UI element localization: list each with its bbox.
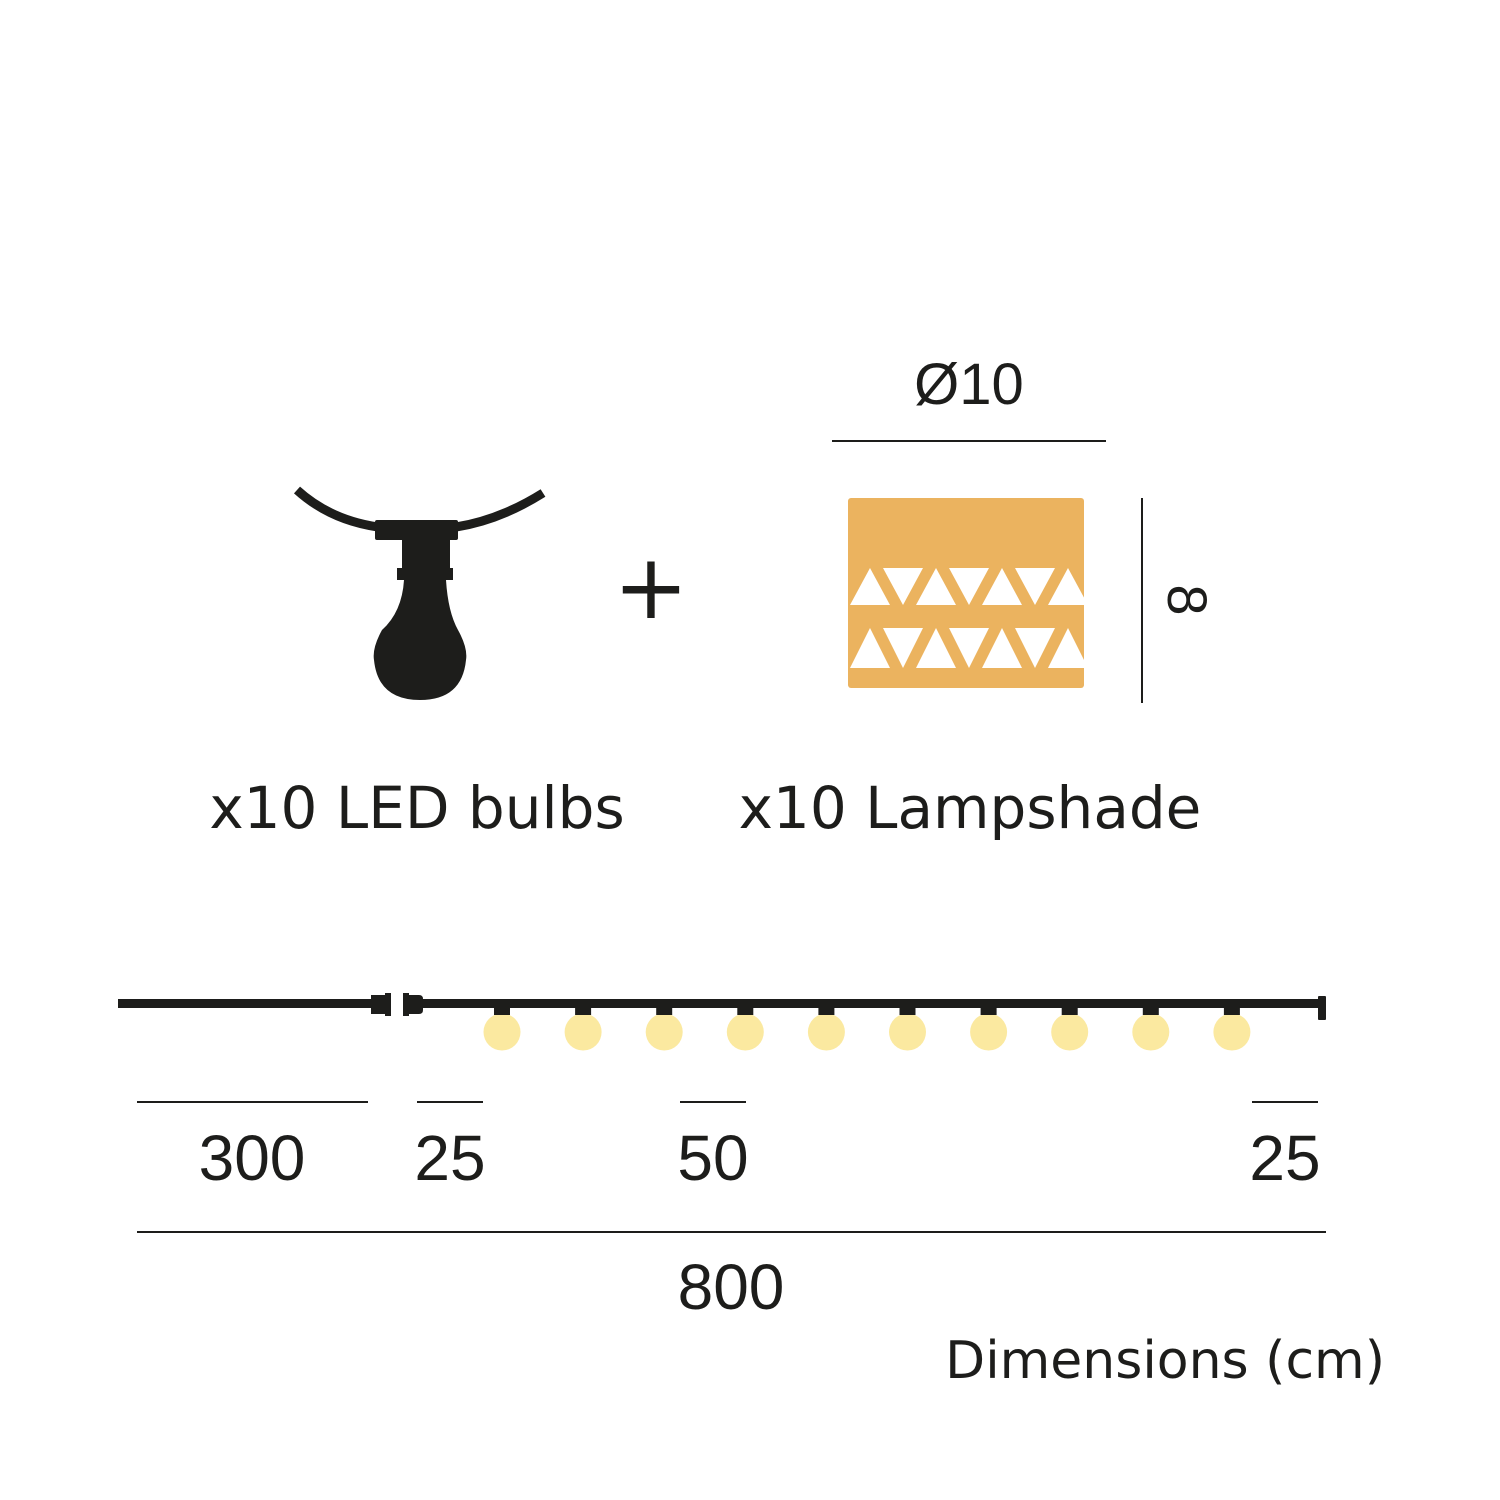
lampshade-icon	[848, 498, 1088, 688]
lampshade-cutout	[982, 628, 1022, 668]
lampshade-diameter-label: Ø10	[914, 352, 1024, 417]
segment-25-end-label: 25	[1249, 1122, 1320, 1194]
lampshade-cutout	[982, 568, 1022, 605]
string-bulb-icon	[889, 1006, 926, 1051]
lampshade-cutout	[850, 628, 890, 668]
end-cap-icon	[1318, 996, 1326, 1020]
lampshade-cutout	[1015, 568, 1055, 605]
total-length-label: 800	[678, 1251, 785, 1323]
string-bulb-icon	[970, 1006, 1008, 1051]
lampshade-cutout	[850, 568, 890, 605]
segment-25-start-label: 25	[414, 1122, 485, 1194]
lampshade-cutout	[883, 628, 923, 668]
segment-50-label: 50	[677, 1122, 748, 1194]
string-bulb-icon	[564, 1006, 602, 1051]
lampshade-cutout	[916, 568, 956, 605]
string-bulb-icon	[1213, 1006, 1251, 1051]
lampshade-cutout	[1015, 628, 1055, 668]
string-bulb-icon	[807, 1006, 845, 1051]
units-note: Dimensions (cm)	[945, 1331, 1385, 1391]
bulb-socket-icon	[293, 486, 546, 700]
bulbs-label: x10 LED bulbs	[209, 774, 624, 842]
lampshade-cutout	[883, 568, 923, 605]
socket-connector-icon	[403, 993, 423, 1016]
string-bulb-icon	[645, 1006, 683, 1051]
string-bulb-icon	[1051, 1006, 1089, 1051]
lampshade-height-label: 8	[1156, 584, 1219, 615]
bulb-row	[483, 1006, 1251, 1051]
string-bulb-icon	[726, 1006, 764, 1051]
plus-sign: +	[613, 535, 688, 640]
segment-300-label: 300	[199, 1122, 306, 1194]
lampshade-cutout	[949, 568, 989, 605]
string-bulb-icon	[483, 1006, 521, 1051]
lampshade-cutout	[916, 628, 956, 668]
lampshade-cutout	[1048, 628, 1088, 668]
lampshade-cutout	[1048, 568, 1088, 605]
lampshade-label: x10 Lampshade	[739, 774, 1202, 842]
plug-connector-icon	[371, 993, 391, 1016]
lampshade-cutout	[949, 628, 989, 668]
string-light-cable	[118, 993, 1326, 1020]
string-bulb-icon	[1132, 1006, 1170, 1051]
